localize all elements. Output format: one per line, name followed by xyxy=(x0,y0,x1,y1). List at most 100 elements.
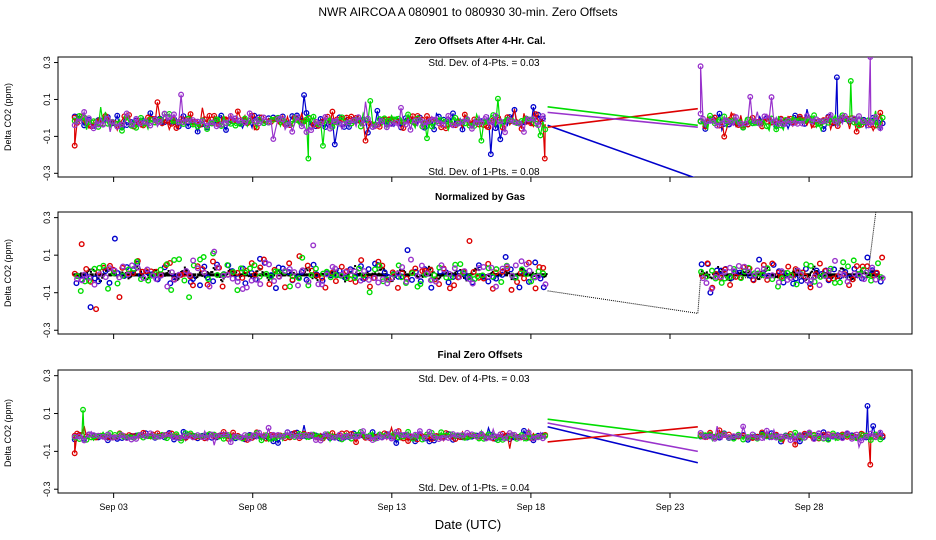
std-dev-1pts-note: Std. Dev. of 1-Pts. = 0.04 xyxy=(418,483,530,494)
gas4-point xyxy=(492,283,499,290)
gas4-point xyxy=(114,434,121,441)
gas3-point xyxy=(205,276,212,283)
gas3-point xyxy=(879,114,886,121)
normalized-point xyxy=(436,273,440,277)
gas4-point xyxy=(861,276,868,283)
normalized-point xyxy=(710,277,713,280)
gas2-point xyxy=(106,262,113,269)
gas3-point xyxy=(272,268,279,275)
gas4-point xyxy=(208,119,215,126)
normalized-point xyxy=(177,277,180,280)
normalized-point xyxy=(851,277,854,280)
gas4-point xyxy=(735,263,742,270)
gas4-point xyxy=(782,433,789,440)
normalized-point xyxy=(296,276,299,279)
normalized-point xyxy=(447,272,450,275)
gas4-point xyxy=(284,429,291,436)
gas4-point xyxy=(723,117,730,124)
gas2-point xyxy=(419,268,426,275)
gas4-point xyxy=(234,278,241,285)
normalized-point xyxy=(283,273,287,277)
gas4-point xyxy=(497,118,504,125)
normalized-point xyxy=(256,270,259,273)
gas4-point xyxy=(156,119,163,125)
gas3-point xyxy=(86,277,93,284)
gas3-point xyxy=(168,286,175,293)
gas4-point xyxy=(461,268,468,275)
gas4-point xyxy=(751,272,758,279)
gas4-point xyxy=(846,117,853,124)
gas4-point xyxy=(485,273,492,280)
y-tick-label: 0.3 xyxy=(42,211,52,224)
gas4-point xyxy=(426,428,433,435)
normalized-point xyxy=(212,273,216,277)
normalized-point xyxy=(357,273,361,277)
gas3-point xyxy=(145,277,152,284)
gas4-point xyxy=(511,431,518,438)
gas4-point xyxy=(357,277,364,284)
gas4-point xyxy=(229,275,236,282)
gas3-point xyxy=(874,260,881,267)
normalized-point xyxy=(185,269,188,272)
normalized-point xyxy=(399,269,402,272)
gas1-point xyxy=(445,279,452,286)
gas4-point xyxy=(832,118,839,125)
gas4-point xyxy=(190,257,197,264)
x-axis-label: Date (UTC) xyxy=(435,517,501,532)
normalized-point xyxy=(755,276,758,279)
normalized-point xyxy=(705,271,708,274)
gas1-point xyxy=(210,278,217,285)
normalized-point xyxy=(881,277,884,280)
normalized-point xyxy=(166,272,169,275)
gas4-point xyxy=(438,262,445,269)
normalized-point xyxy=(366,271,369,274)
gas4-point xyxy=(371,275,378,282)
normalized-point xyxy=(474,267,477,270)
gas1-point xyxy=(792,275,799,282)
gas2-point xyxy=(71,450,78,457)
gas4-point xyxy=(241,119,248,126)
gas4-point xyxy=(299,267,306,274)
normalized-point xyxy=(143,277,146,280)
gas4-point xyxy=(134,264,141,271)
gas1-point xyxy=(95,278,102,285)
normalized-point xyxy=(455,270,458,273)
y-tick-label: -0.1 xyxy=(42,444,52,460)
gas2-point xyxy=(532,285,539,292)
normalized-point xyxy=(813,265,816,268)
normalized-point xyxy=(367,273,371,277)
gas4-point xyxy=(119,121,125,128)
x-tick-label: Sep 18 xyxy=(517,502,546,512)
gas4-point xyxy=(798,271,805,278)
gas4-point xyxy=(119,432,125,438)
gas4-point xyxy=(265,261,272,268)
gas2-point xyxy=(322,284,329,291)
gas4-point xyxy=(360,120,367,127)
gas3-point xyxy=(356,265,363,272)
gas4-point xyxy=(697,63,704,70)
gas4-point xyxy=(374,121,381,128)
gas4-point xyxy=(365,276,372,283)
gas3-point xyxy=(478,137,485,144)
normalized-point xyxy=(344,280,347,283)
gas4-point xyxy=(308,127,315,134)
gas3-point xyxy=(417,281,424,288)
gas4-point xyxy=(872,113,879,120)
normalized-point xyxy=(437,277,440,280)
gas1-point xyxy=(487,151,494,158)
gas4-point xyxy=(721,269,728,276)
gas2-point xyxy=(257,264,264,271)
gas3-point xyxy=(787,271,794,278)
gas4-point xyxy=(355,433,362,440)
gas4-point xyxy=(279,433,286,440)
gas2-point xyxy=(83,265,90,272)
normalized-point xyxy=(89,270,92,273)
gas4-point xyxy=(206,283,213,290)
gas4-point xyxy=(323,271,330,278)
plot-area xyxy=(71,403,886,468)
gas3-point xyxy=(518,266,525,273)
gas3-point xyxy=(308,272,315,279)
gas1-point xyxy=(831,266,838,273)
gas4-point xyxy=(158,272,165,279)
gas4-point xyxy=(506,117,513,124)
